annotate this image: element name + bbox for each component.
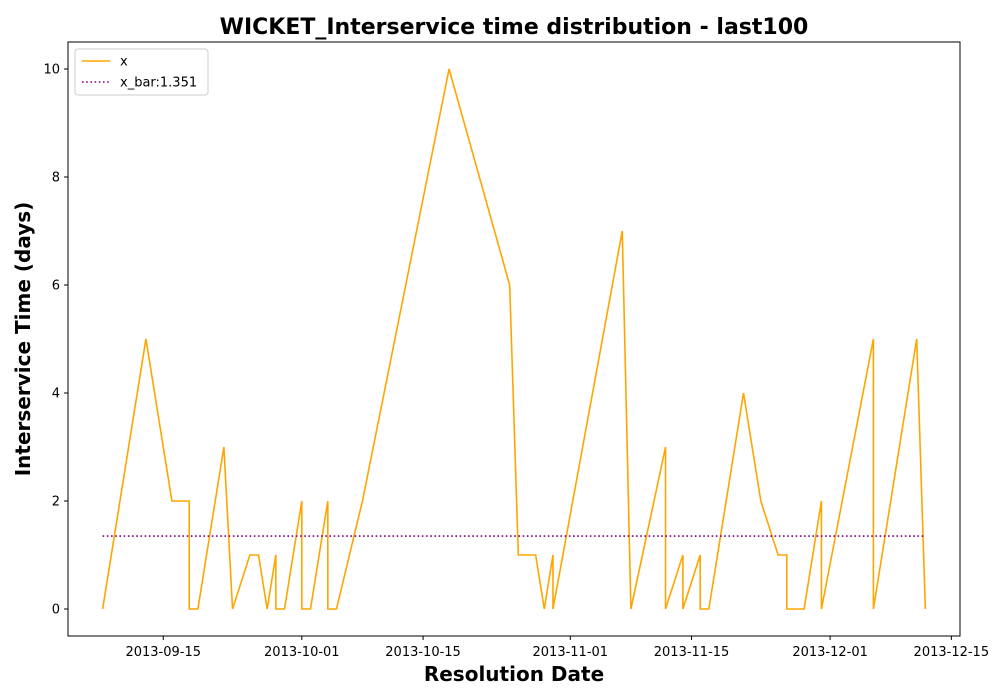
y-tick-label: 10: [43, 63, 60, 78]
x-tick-label: 2013-11-15: [654, 645, 730, 660]
chart-title: WICKET_Interservice time distribution - …: [220, 15, 809, 40]
x-tick-label: 2013-10-15: [385, 645, 461, 660]
y-tick-label: 2: [52, 495, 60, 510]
x-tick-label: 2013-10-01: [264, 645, 340, 660]
legend-label: x_bar:1.351: [120, 76, 197, 91]
series-group: [101, 68, 927, 610]
plot-area: [67, 41, 961, 637]
legend: x x_bar:1.351: [74, 48, 209, 96]
y-tick-label: 4: [52, 387, 60, 402]
x-tick-label: 2013-12-15: [914, 645, 990, 660]
x-tick-label: 2013-12-01: [792, 645, 868, 660]
y-tick-label: 6: [52, 279, 60, 294]
legend-label: x: [120, 55, 128, 70]
y-axis-label: Interservice Time (days): [11, 202, 35, 477]
x-axis-label: Resolution Date: [424, 662, 604, 686]
series-line-x: [101, 68, 927, 610]
y-tick-label: 0: [52, 603, 60, 618]
x-tick-label: 2013-11-01: [533, 645, 609, 660]
y-axis: 0 2 4 6 8 10: [43, 63, 68, 618]
x-tick-label: 2013-09-15: [125, 645, 201, 660]
plot-frame: [67, 41, 961, 637]
y-tick-label: 8: [52, 171, 60, 186]
x-axis: 2013-09-15 2013-10-01 2013-10-15 2013-11-01…: [125, 636, 989, 660]
